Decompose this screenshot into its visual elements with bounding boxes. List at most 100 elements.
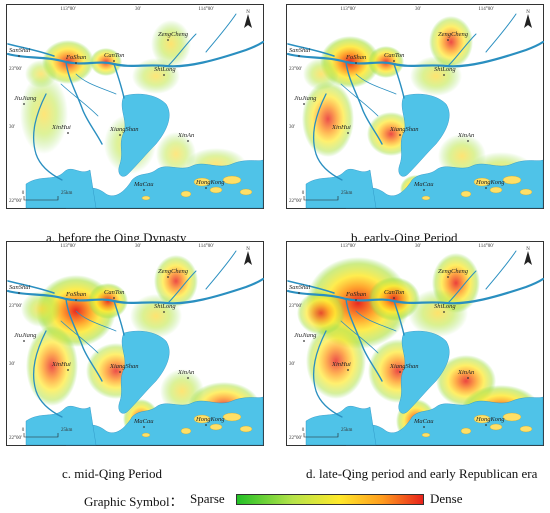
- island: [222, 175, 242, 185]
- island: [460, 427, 472, 435]
- place-label-macau: MaCau: [133, 418, 154, 425]
- river: [75, 73, 117, 95]
- place-label-xinan: XinAn: [177, 132, 194, 139]
- legend-color-ramp: [236, 494, 424, 505]
- place-dot: [447, 276, 449, 278]
- place-dot: [298, 292, 300, 294]
- longitude-label: 30': [135, 244, 141, 249]
- map-svg: 113°00' 30' 114°00'23°00'30'22°00'N0 25kmZe…: [286, 4, 544, 209]
- scale-bar: 0 25km: [22, 191, 73, 201]
- place-dot: [467, 140, 469, 142]
- river: [65, 61, 103, 145]
- river: [345, 298, 383, 382]
- place-dot: [423, 189, 425, 191]
- density-blob: [151, 20, 191, 68]
- islands: [141, 412, 253, 438]
- river: [33, 330, 63, 418]
- western-coastal-water: [25, 405, 97, 446]
- place-label-hongkong: HongKong: [195, 416, 225, 423]
- place-dot: [355, 62, 357, 64]
- legend-low-label: Sparse: [190, 491, 225, 506]
- density-blob: [408, 289, 468, 337]
- place-label-xiangshan: XiangShan: [389, 126, 419, 133]
- place-dot: [298, 55, 300, 57]
- place-label-jiujiang: JiuJiang: [14, 332, 37, 339]
- river: [286, 40, 544, 68]
- island: [141, 432, 151, 438]
- river: [393, 300, 405, 336]
- south-china-sea: [345, 159, 544, 209]
- longitude-label: 114°00': [198, 7, 213, 12]
- legend-high-label: Dense: [430, 491, 463, 506]
- south-china-sea: [345, 396, 544, 446]
- scale-zero: 0: [302, 191, 305, 196]
- river: [393, 63, 405, 99]
- river: [167, 270, 197, 304]
- place-label-jiujiang: JiuJiang: [14, 95, 37, 102]
- place-dot: [187, 377, 189, 379]
- longitude-label: 113°00': [60, 7, 75, 12]
- river: [65, 298, 103, 382]
- rivers: [6, 13, 264, 181]
- river: [286, 277, 544, 305]
- density-blob: [429, 16, 473, 68]
- density-blob: [368, 277, 420, 321]
- place-dot: [393, 60, 395, 62]
- latitude-label: 30': [289, 362, 295, 367]
- map-svg: 113°00' 30' 114°00'23°00'30'22°00'N0 25kmZe…: [6, 241, 264, 446]
- rivers: [286, 250, 544, 418]
- pearl-river-estuary: [118, 330, 170, 414]
- place-dot: [303, 340, 305, 342]
- place-label-xiangshan: XiangShan: [389, 363, 419, 370]
- latitude-label: 23°00': [9, 304, 22, 309]
- place-label-zengcheng: ZengCheng: [158, 268, 189, 275]
- latitude-label: 30': [289, 125, 295, 130]
- river: [355, 310, 397, 332]
- density-blob: [302, 81, 354, 157]
- map-panel-c: 113°00' 30' 114°00' 23°00' 30' 22°00' N 0 25km Ze…: [6, 241, 264, 446]
- place-dot: [443, 74, 445, 76]
- place-label-hongkong: HongKong: [475, 179, 505, 186]
- map-panel-a: 113°00' 30' 114°00' 23°00' 30' 22°00' N 0 25km Ze…: [6, 4, 264, 209]
- place-label-sanshui: SanShui: [289, 47, 311, 54]
- place-dot: [163, 74, 165, 76]
- island: [239, 188, 253, 196]
- island: [193, 414, 211, 424]
- place-label-xinhui: XinHui: [51, 124, 71, 131]
- island: [141, 195, 151, 201]
- western-coastal-water: [305, 405, 377, 446]
- place-label-xinhui: XinHui: [51, 361, 71, 368]
- place-label-xiangshan: XiangShan: [109, 126, 139, 133]
- river: [340, 83, 379, 117]
- place-label-shilong: ShiLong: [154, 303, 176, 310]
- map-svg: 113°00' 30' 114°00'23°00'30'22°00'N0 25kmZe…: [286, 241, 544, 446]
- place-dot: [393, 297, 395, 299]
- river: [313, 330, 343, 418]
- density-blob: [21, 291, 61, 327]
- place-dot: [67, 132, 69, 134]
- island: [180, 427, 192, 435]
- place-dot: [447, 39, 449, 41]
- river: [340, 320, 379, 354]
- place-label-hongkong: HongKong: [475, 416, 505, 423]
- western-coastal-water: [25, 168, 97, 209]
- place-dot: [75, 62, 77, 64]
- longitude-label: 114°00': [478, 7, 493, 12]
- place-dot: [485, 187, 487, 189]
- place-dot: [205, 187, 207, 189]
- river: [447, 33, 477, 67]
- pearl-river-estuary: [398, 93, 450, 177]
- island: [489, 423, 503, 431]
- place-label-shilong: ShiLong: [154, 66, 176, 73]
- scale-length: 25km: [341, 428, 353, 433]
- river: [313, 93, 343, 181]
- place-label-shilong: ShiLong: [434, 66, 456, 73]
- place-dot: [113, 60, 115, 62]
- place-label-xinhui: XinHui: [331, 361, 351, 368]
- place-label-foshan: FoShan: [65, 291, 86, 298]
- place-dot: [113, 297, 115, 299]
- river: [6, 277, 264, 305]
- island: [473, 177, 491, 187]
- density-blob: [25, 60, 57, 88]
- place-label-foshan: FoShan: [345, 54, 366, 61]
